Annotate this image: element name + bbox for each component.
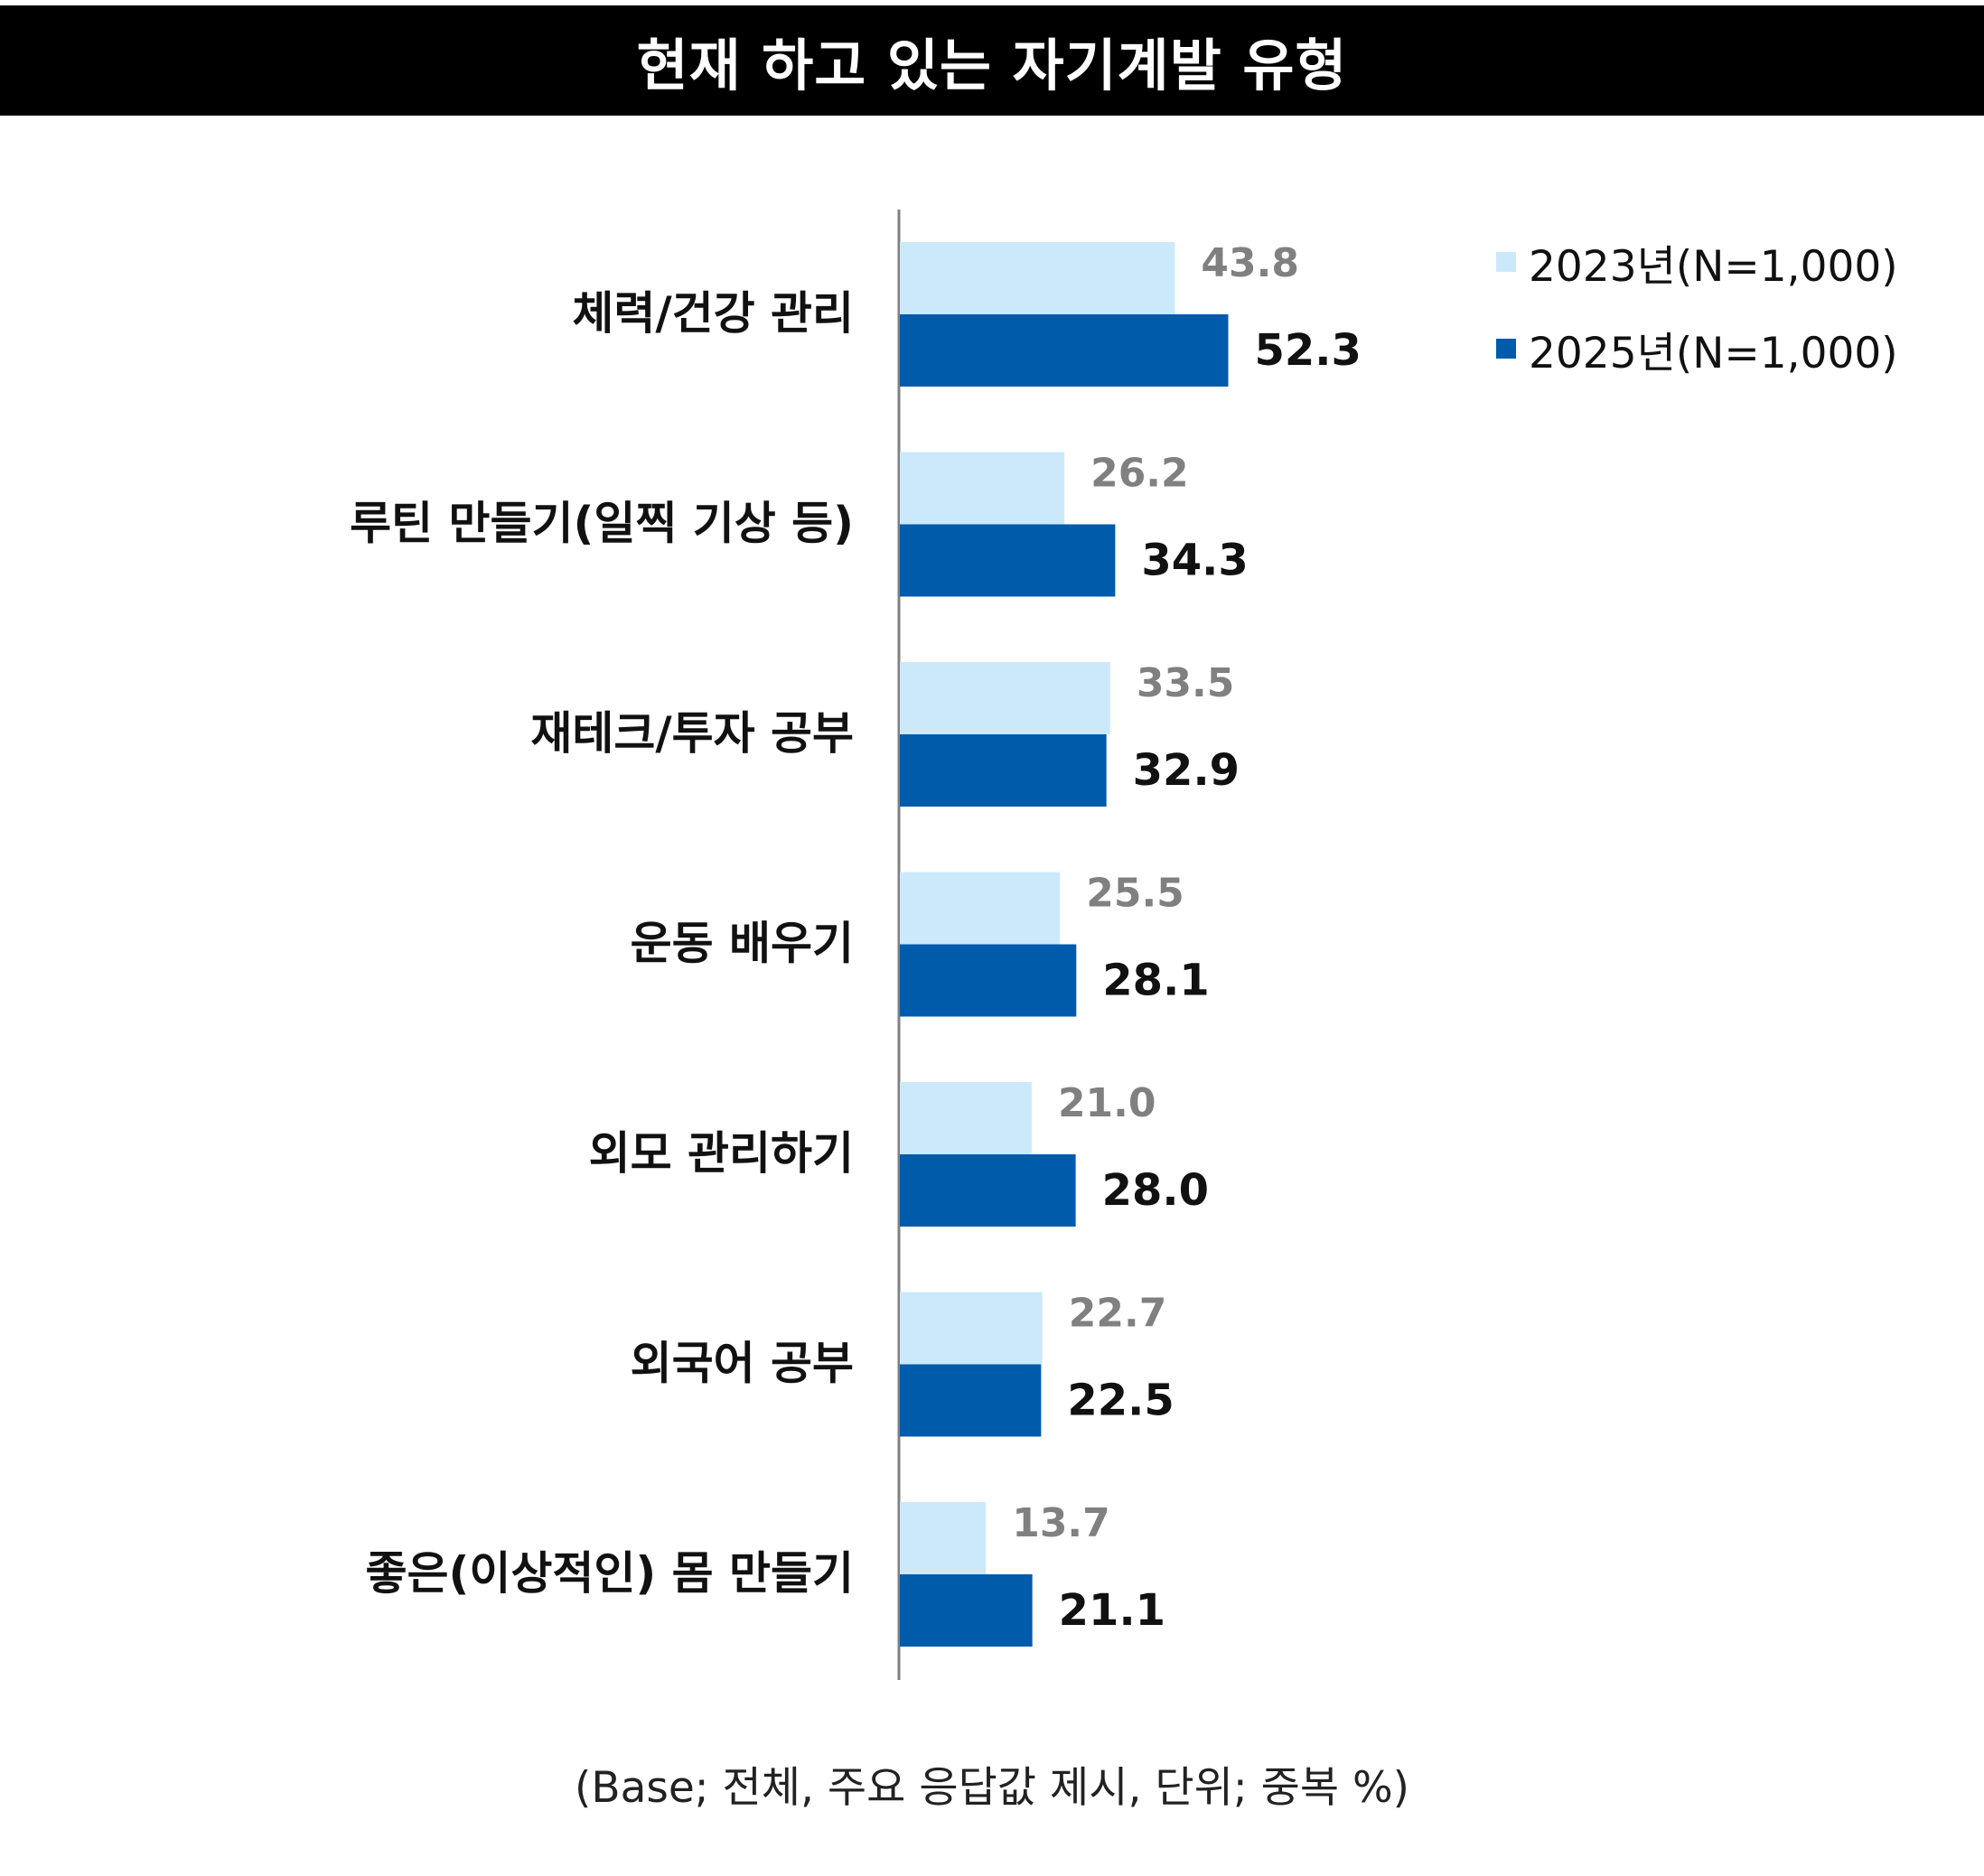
bar-2025 [900,734,1107,807]
legend-item-2025: 2025년(N=1,000) [1496,305,1898,392]
data-label-2025: 21.1 [1059,1585,1165,1636]
legend-item-2023: 2023년(N=1,000) [1496,219,1898,305]
title-bar: 현재 하고 있는 자기계발 유형 [0,5,1984,116]
data-label-2025: 34.3 [1141,536,1248,586]
footnote: (Base; 전체, 주요 응답값 제시, 단위; 중복 %) [574,1763,1410,1813]
bar-2023 [900,872,1061,945]
legend-label-2025: 2025년(N=1,000) [1529,328,1898,378]
bar-2025 [900,524,1116,597]
category-label: 재테크/투자 공부 [530,707,854,760]
bar-2023 [900,452,1065,525]
data-label-2025: 52.3 [1254,325,1361,376]
data-label-2025: 28.1 [1102,956,1209,1006]
data-label-2023: 26.2 [1090,451,1189,497]
category-label: 체력/건강 관리 [572,287,854,340]
legend-swatch-2023 [1496,252,1516,272]
data-label-2023: 13.7 [1012,1500,1110,1546]
bar-2023 [900,662,1110,734]
legend: 2023년(N=1,000) 2025년(N=1,000) [1496,219,1898,392]
data-label-2023: 22.7 [1069,1291,1167,1337]
bar-2023 [900,242,1175,314]
legend-label-2023: 2023년(N=1,000) [1529,241,1898,292]
data-label-2025: 28.0 [1102,1165,1209,1216]
bar-2023 [900,1292,1043,1365]
category-label: 외모 관리하기 [589,1127,854,1180]
data-label-2023: 33.5 [1137,660,1235,706]
data-label-2025: 32.9 [1133,745,1240,796]
category-label: 좋은(이상적인) 몸 만들기 [365,1547,854,1600]
bar-2023 [900,1502,987,1574]
bar-2025 [900,1154,1076,1227]
data-label-2023: 43.8 [1201,240,1299,286]
bar-2025 [900,1574,1033,1647]
category-label: 루틴 만들기(일찍 기상 등) [350,498,854,550]
chart-title: 현재 하고 있는 자기계발 유형 [636,33,1348,98]
legend-swatch-2025 [1496,339,1516,359]
data-label-2025: 22.5 [1067,1376,1174,1426]
category-label: 외국어 공부 [631,1338,854,1390]
bar-2023 [900,1082,1032,1154]
bar-2025 [900,1364,1042,1437]
data-label-2023: 25.5 [1086,871,1184,917]
data-label-2023: 21.0 [1058,1080,1156,1126]
bar-2025 [900,944,1077,1017]
bar-2025 [900,314,1229,387]
category-label: 운동 배우기 [631,918,854,970]
